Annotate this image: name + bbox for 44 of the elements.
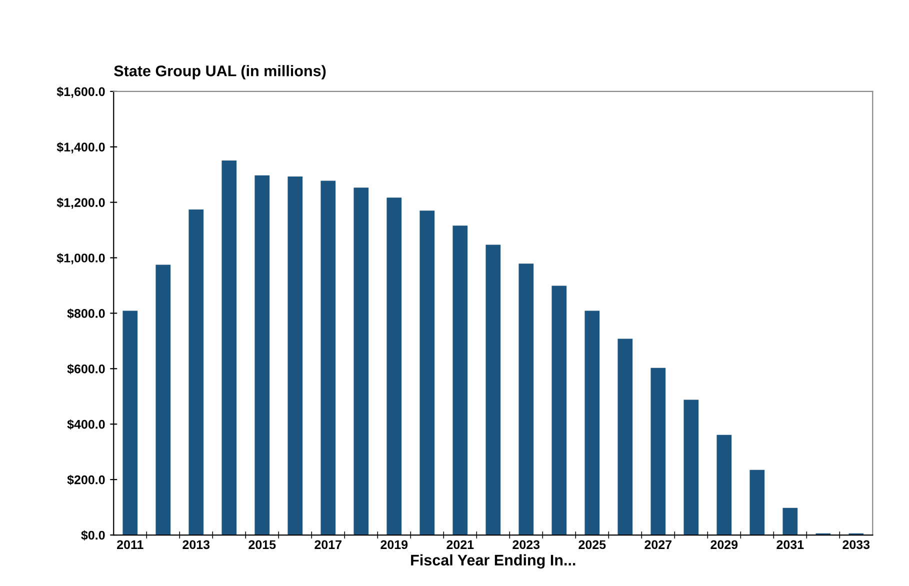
x-tick-label: 2027	[644, 540, 672, 550]
y-tick-label: $200.0	[67, 474, 105, 486]
x-tick-label: 2029	[710, 540, 738, 550]
bar	[420, 210, 435, 536]
y-tick-label: $400.0	[67, 419, 105, 430]
x-tick-label: 2015	[248, 540, 276, 550]
x-tick-label: 2025	[578, 540, 606, 550]
x-tick-label: 2017	[314, 540, 342, 550]
bar	[156, 264, 171, 536]
bar	[618, 338, 633, 536]
bar	[584, 310, 600, 536]
y-tick-label: $1,400.0	[56, 142, 105, 154]
y-tick-label: $600.0	[67, 364, 105, 374]
bar	[552, 286, 567, 536]
bar	[254, 175, 270, 536]
x-tick-label: 2031	[776, 540, 804, 550]
x-tick-label: 2023	[512, 540, 540, 550]
bar	[354, 188, 369, 536]
chart-title: State Group UAL (in millions)	[114, 65, 326, 80]
bar	[684, 400, 699, 536]
x-axis-title: Fiscal Year Ending In...	[411, 554, 576, 569]
bar	[188, 210, 204, 536]
bar	[782, 508, 798, 536]
bar	[386, 198, 402, 536]
y-tick-label: $800.0	[67, 308, 105, 319]
y-tick-label: $1,000.0	[56, 253, 105, 264]
x-tick-label: 2019	[380, 540, 408, 550]
x-tick-label: 2033	[842, 540, 870, 550]
x-tick-label: 2021	[446, 540, 474, 550]
bar	[288, 176, 303, 536]
y-tick-label: $1,600.0	[56, 86, 105, 98]
bar	[122, 310, 138, 536]
bar	[716, 434, 732, 536]
bar	[222, 160, 237, 536]
bar	[486, 244, 501, 536]
bar	[650, 368, 666, 536]
x-tick-label: 2011	[117, 540, 144, 550]
bar	[750, 470, 765, 536]
y-tick-label: $1,200.0	[56, 198, 105, 209]
x-tick-label: 2013	[182, 540, 210, 550]
bar	[320, 180, 336, 536]
y-tick-label: $0.0	[81, 530, 105, 540]
bar	[518, 264, 534, 536]
bar	[452, 226, 468, 536]
